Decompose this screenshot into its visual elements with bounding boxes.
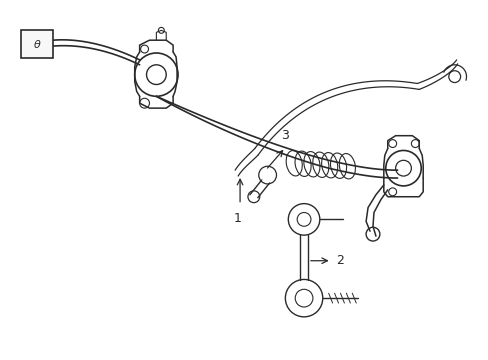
Text: $\theta$: $\theta$ <box>33 38 41 50</box>
Text: 1: 1 <box>233 212 241 225</box>
Text: 3: 3 <box>281 129 289 141</box>
Bar <box>21 30 53 58</box>
Text: 2: 2 <box>336 254 344 267</box>
